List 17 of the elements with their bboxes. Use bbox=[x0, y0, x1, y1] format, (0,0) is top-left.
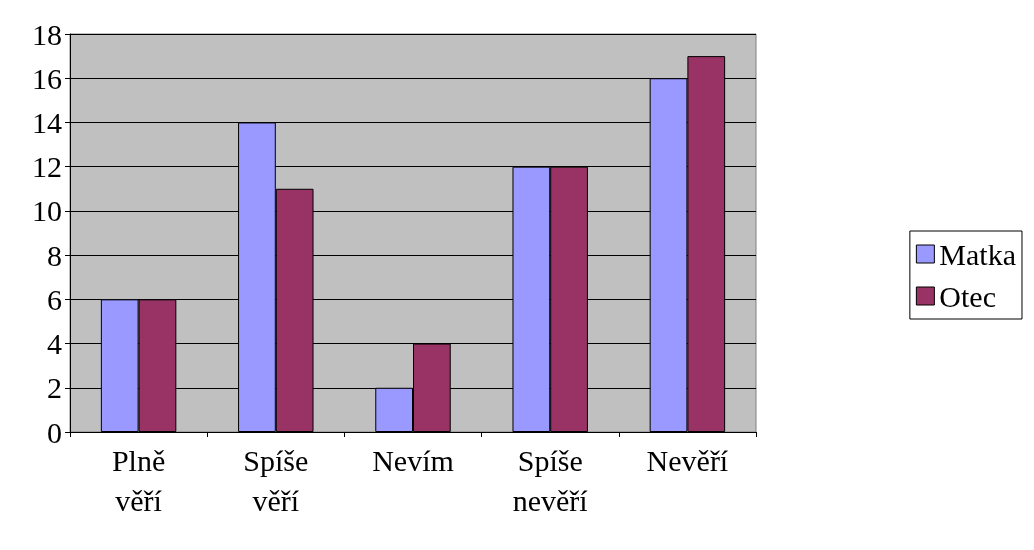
y-tick-label: 18 bbox=[32, 17, 62, 51]
y-tick-label: 8 bbox=[47, 238, 62, 272]
x-tick-label: Plně věří bbox=[111, 443, 166, 517]
x-tick-label: Spíše věří bbox=[243, 443, 309, 517]
y-tick-label: 16 bbox=[32, 61, 62, 95]
y-tick-label: 2 bbox=[47, 371, 62, 405]
legend-label: Otec bbox=[939, 279, 996, 313]
x-tick-label: Spíše nevěří bbox=[512, 443, 589, 517]
y-tick-label: 6 bbox=[47, 282, 62, 316]
y-tick-label: 12 bbox=[32, 150, 62, 184]
y-tick-label: 0 bbox=[47, 415, 62, 449]
x-tick-label: Nevím bbox=[372, 443, 454, 477]
y-tick-label: 10 bbox=[32, 194, 62, 228]
y-tick-label: 14 bbox=[32, 105, 62, 139]
legend-label: Matka bbox=[939, 237, 1016, 271]
y-tick-label: 4 bbox=[47, 327, 62, 361]
x-tick-label: Nevěří bbox=[646, 443, 729, 477]
